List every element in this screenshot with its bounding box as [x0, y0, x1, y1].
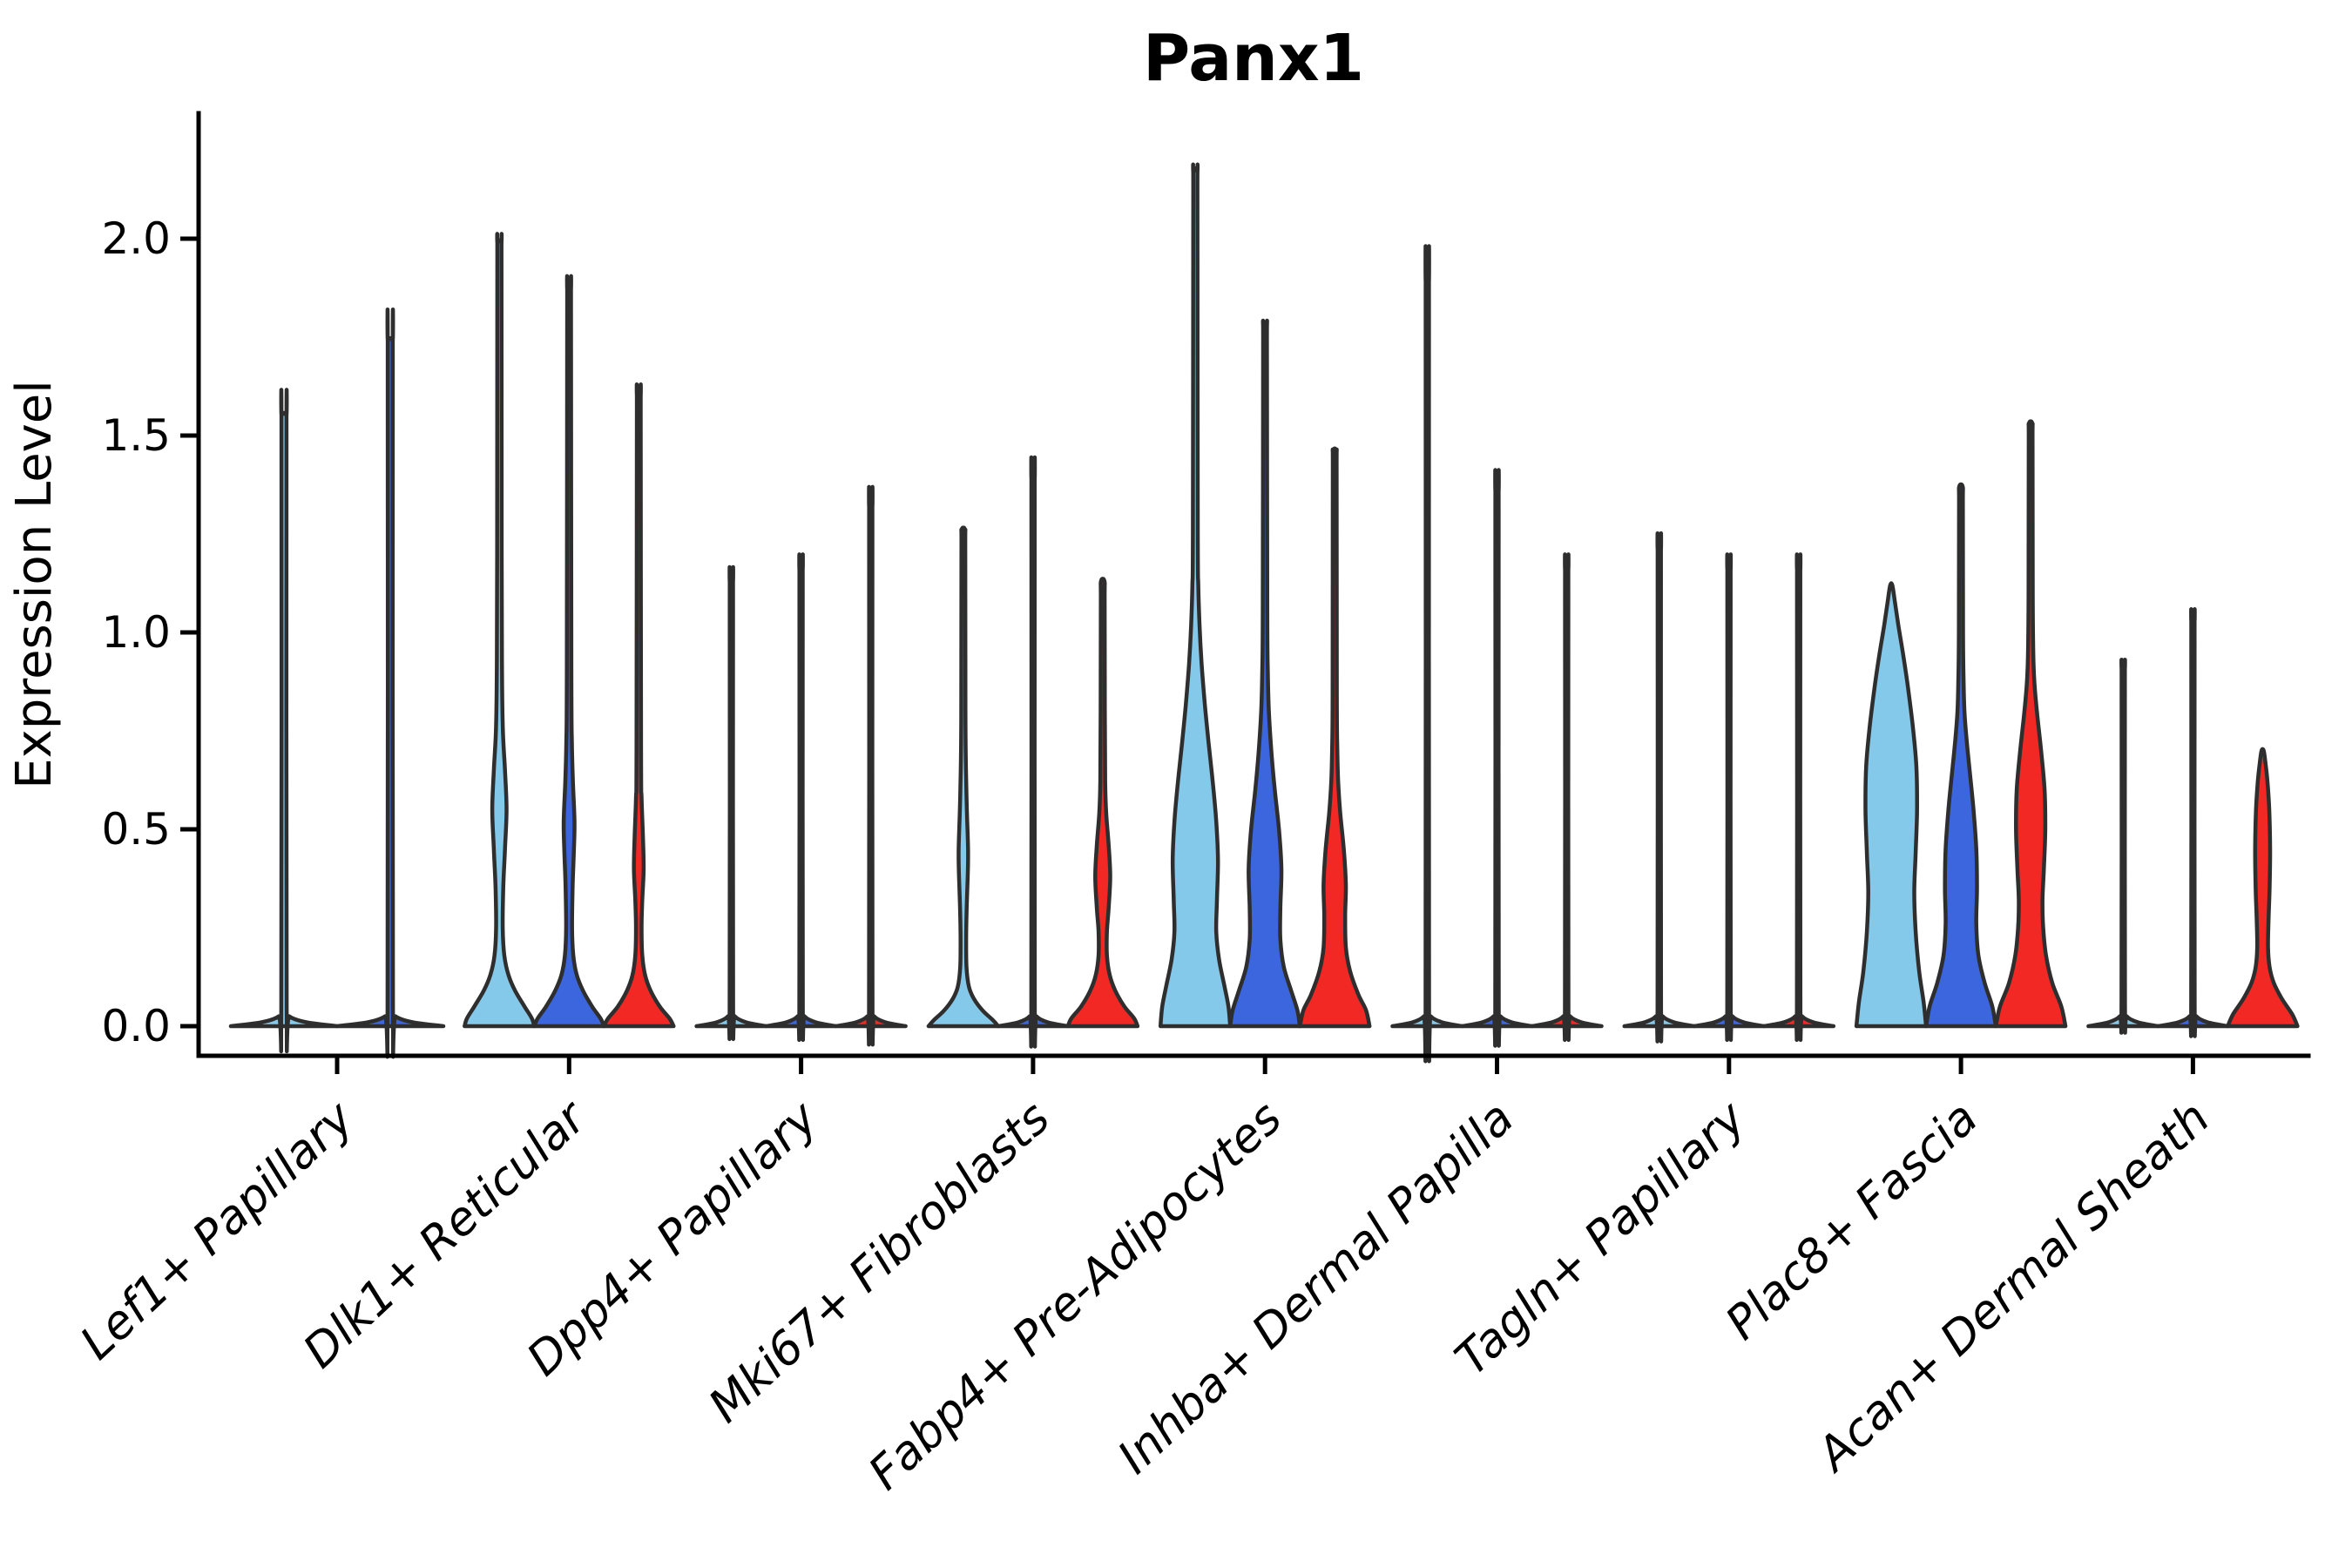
axes — [196, 111, 2311, 1058]
violin-7-light-blue — [1622, 531, 1697, 1044]
violin-4-red — [1065, 577, 1140, 1029]
violin-9-red — [2226, 747, 2300, 1029]
violin-8-light-blue — [1854, 581, 1929, 1029]
violin-6-dark-blue — [1460, 468, 1534, 1048]
y-tick-label: 0.5 — [101, 804, 171, 855]
violin-2-dark-blue — [532, 274, 606, 1029]
violin-2-red — [602, 382, 676, 1029]
violin-2-light-blue — [463, 232, 537, 1029]
violin-5-light-blue — [1158, 162, 1233, 1029]
violin-7-red — [1761, 552, 1836, 1042]
y-tick-label: 2.0 — [101, 213, 171, 264]
y-tick-label: 0.0 — [101, 1001, 171, 1051]
violin-3-dark-blue — [764, 552, 838, 1042]
violin-series — [228, 162, 2300, 1064]
violin-3-light-blue — [694, 564, 768, 1041]
violin-3-red — [834, 484, 908, 1047]
violin-9-light-blue — [2086, 658, 2160, 1035]
y-axis-label: Expression Level — [6, 380, 63, 789]
violin-9-dark-blue — [2156, 607, 2230, 1038]
violin-5-dark-blue — [1227, 318, 1302, 1029]
violin-1-light-blue — [228, 388, 340, 1053]
violin-6-red — [1530, 552, 1604, 1042]
y-tick-label: 1.0 — [101, 607, 171, 658]
chart-title: Panx1 — [1143, 21, 1364, 96]
violin-8-dark-blue — [1923, 482, 1998, 1029]
y-tick-label: 1.5 — [101, 410, 171, 461]
violin-8-red — [1993, 419, 2068, 1029]
violin-6-light-blue — [1390, 244, 1464, 1064]
violin-5-red — [1297, 446, 1372, 1029]
y-tick-group: 0.0 0.5 1.0 1.5 2.0 — [101, 213, 199, 1051]
violin-4-light-blue — [926, 525, 1001, 1029]
violin-4-dark-blue — [996, 455, 1071, 1049]
violin-7-dark-blue — [1692, 552, 1767, 1042]
